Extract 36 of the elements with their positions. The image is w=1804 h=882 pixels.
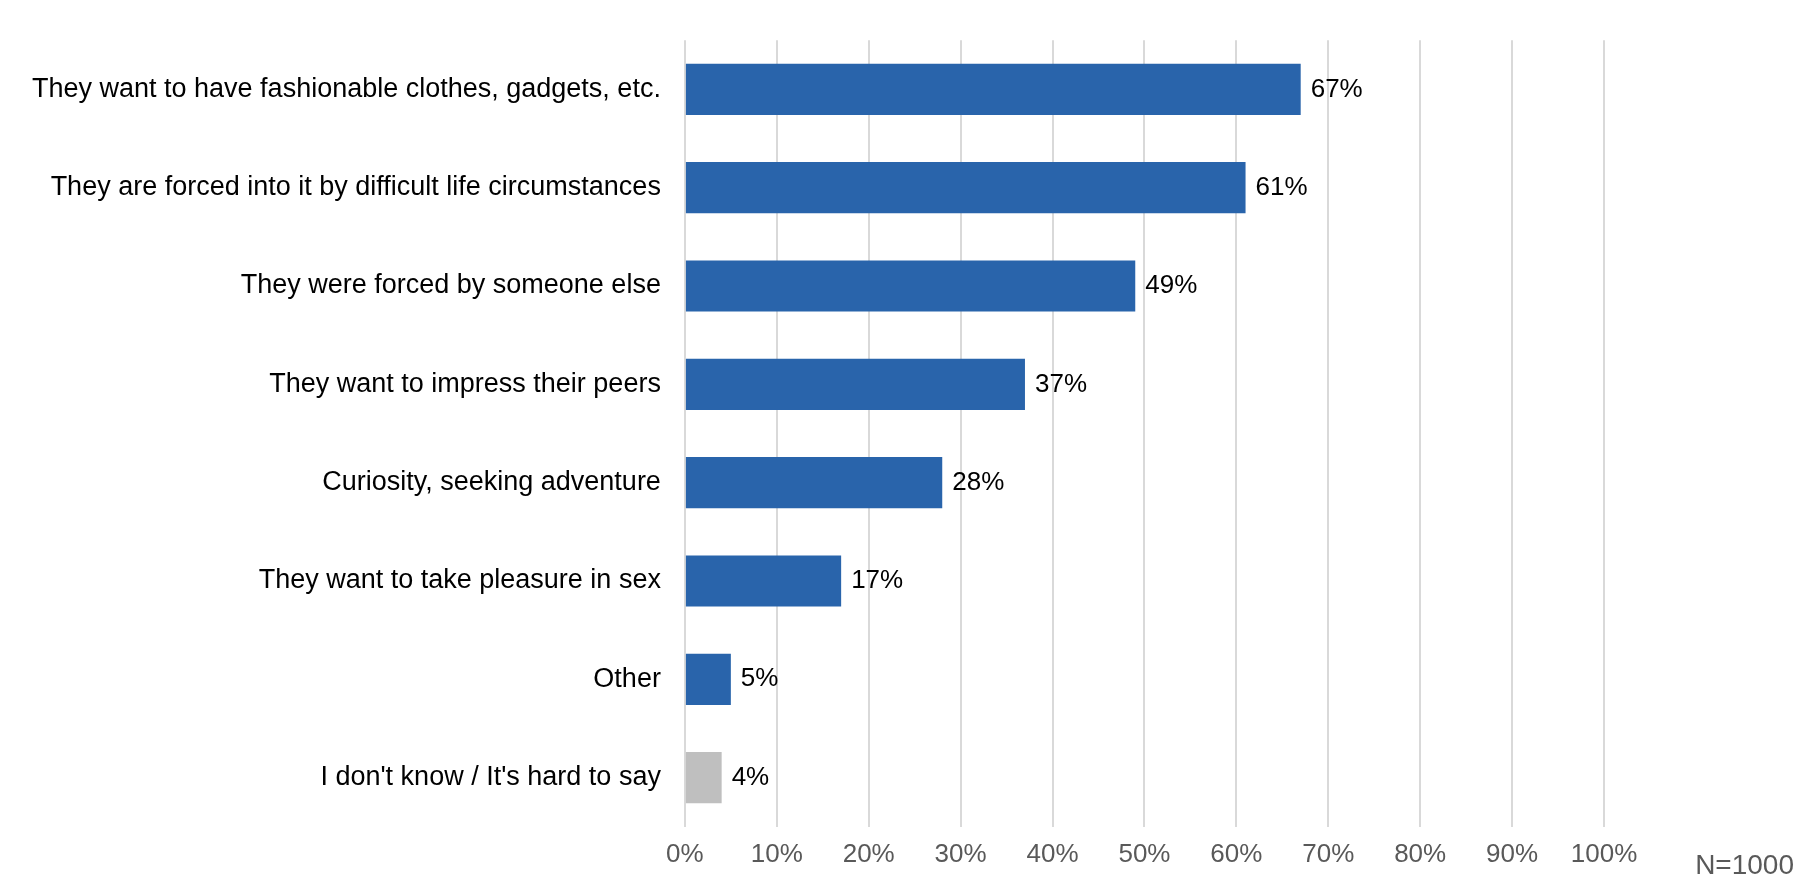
bar	[685, 162, 1246, 214]
x-tick-label: 20%	[842, 837, 895, 868]
x-tick-label: 80%	[1394, 837, 1447, 868]
data-label: 5%	[740, 662, 779, 693]
data-label: 28%	[952, 465, 1005, 496]
x-tick-label: 0%	[666, 837, 704, 868]
x-tick-label: 70%	[1302, 837, 1355, 868]
x-tick-label: 50%	[1118, 837, 1171, 868]
x-tick-label: 40%	[1026, 837, 1079, 868]
bar	[685, 653, 731, 705]
bar	[685, 752, 722, 804]
data-label: 17%	[851, 564, 904, 595]
bar	[685, 358, 1025, 410]
data-label: 37%	[1034, 367, 1088, 398]
y-tick-label: They are forced into it by difficult life circumstances	[50, 171, 661, 202]
y-tick-label: I don't know / It's hard to say	[320, 761, 662, 792]
y-tick-label: They want to take pleasure in sex	[258, 564, 662, 595]
x-tick-label: 30%	[934, 837, 987, 868]
y-tick-label: Curiosity, seeking adventure	[322, 466, 661, 497]
x-tick-label: 60%	[1210, 837, 1263, 868]
data-label: 67%	[1310, 72, 1363, 103]
bar	[685, 260, 1136, 312]
y-tick-label: Other	[593, 662, 661, 693]
x-tick-label: 90%	[1486, 837, 1539, 868]
bar	[685, 457, 943, 509]
y-tick-label: They were forced by someone else	[240, 269, 661, 300]
data-label: 61%	[1255, 170, 1308, 201]
data-label: 4%	[731, 760, 770, 791]
y-tick-label: They want to have fashionable clothes, gadgets, etc.	[31, 72, 661, 103]
bar	[685, 555, 842, 607]
text: N=1000	[1695, 848, 1794, 880]
x-tick-label: 100%	[1570, 837, 1638, 868]
data-label: 49%	[1145, 269, 1198, 300]
bar	[685, 63, 1301, 115]
x-tick-label: 10%	[750, 837, 803, 868]
y-tick-label: They want to impress their peers	[269, 367, 661, 398]
